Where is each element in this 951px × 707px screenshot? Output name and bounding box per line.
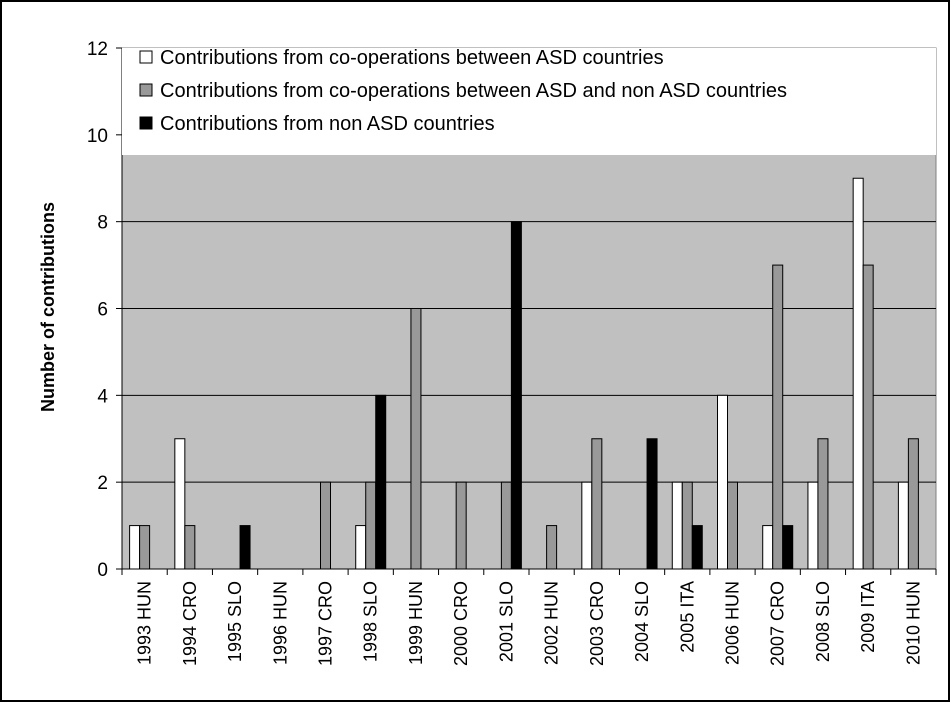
bar — [897, 481, 909, 570]
bar — [129, 525, 141, 570]
bar — [681, 481, 693, 570]
legend-label: Contributions from co-operations between… — [160, 80, 787, 102]
bar — [174, 438, 186, 570]
axes: 0 2 4 6 8 10 12 1993 HUN 1994 CRO 1995 SLO 1996 HU… — [87, 39, 937, 666]
y-tick-label: 2 — [97, 473, 108, 494]
bar — [455, 481, 467, 570]
x-tick-label: 2004 SLO — [632, 581, 652, 662]
bar — [671, 481, 683, 570]
bar — [546, 525, 558, 570]
x-tick-label: 2007 CRO — [768, 581, 788, 666]
bar — [782, 525, 794, 570]
x-tick-label: 1995 SLO — [225, 581, 245, 662]
bar — [184, 525, 196, 570]
x-tick-label: 1998 SLO — [361, 581, 381, 662]
x-tick-label: 2006 HUN — [723, 581, 743, 665]
bar — [355, 525, 367, 570]
x-tick-label: 1996 HUN — [270, 581, 290, 665]
legend-label: Contributions from co-operations between… — [160, 47, 664, 69]
legend-box — [122, 48, 936, 155]
x-tick-label: 2010 HUN — [903, 581, 923, 665]
bar — [139, 525, 151, 570]
bar — [691, 525, 703, 570]
x-tick-label: 2009 ITA — [858, 581, 878, 653]
bar — [320, 481, 331, 570]
bar — [772, 264, 784, 570]
legend-swatch — [139, 116, 153, 130]
x-tick-label: 2008 SLO — [813, 581, 833, 662]
x-tick-label: 2003 CRO — [587, 581, 607, 666]
bar — [852, 177, 864, 570]
bar — [239, 525, 251, 570]
bar — [762, 525, 774, 570]
bar — [365, 481, 377, 570]
x-tick-label: 2005 ITA — [677, 581, 697, 653]
bar — [907, 438, 919, 570]
x-tick-label: 2001 SLO — [496, 581, 516, 662]
bar — [410, 308, 422, 570]
bar — [717, 394, 728, 570]
y-tick-label: 12 — [87, 39, 108, 60]
y-tick-label: 6 — [97, 300, 108, 321]
bar — [510, 221, 522, 570]
x-tick-label: 2002 HUN — [542, 581, 562, 665]
x-tick-label: 1999 HUN — [406, 581, 426, 665]
bar — [807, 481, 819, 570]
y-tick-label: 4 — [97, 386, 108, 407]
bar — [375, 394, 387, 570]
x-tick-label: 1993 HUN — [135, 581, 155, 665]
bar — [727, 481, 738, 570]
legend-label: Contributions from non ASD countries — [160, 113, 495, 135]
x-tick-label: 2000 CRO — [451, 581, 471, 666]
bar — [591, 438, 603, 570]
y-tick-label: 8 — [97, 213, 108, 234]
bar — [581, 481, 593, 570]
y-tick-label: 10 — [87, 126, 108, 147]
legend-swatch — [139, 50, 153, 64]
legend: Contributions from co-operations between… — [122, 47, 936, 155]
x-tick-label: 1994 CRO — [180, 581, 200, 666]
y-tick-label: 0 — [97, 560, 108, 581]
bar — [817, 438, 829, 570]
x-tick-label: 1997 CRO — [316, 581, 336, 666]
bar — [500, 481, 512, 570]
bar — [646, 438, 658, 570]
y-axis-label: Number of contributions — [38, 202, 58, 412]
bar — [862, 264, 874, 570]
legend-swatch — [139, 83, 153, 97]
